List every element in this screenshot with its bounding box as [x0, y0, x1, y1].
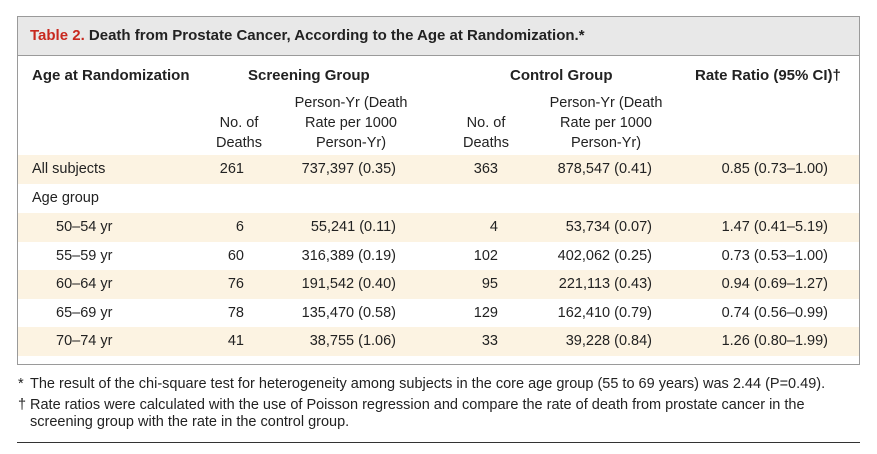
row-band [18, 270, 859, 299]
footnote-text: Rate ratios were calculated with the use… [30, 397, 805, 430]
row-label: 55–59 yr [56, 248, 113, 264]
cell-rate-ratio: 0.94 (0.69–1.27) [721, 276, 828, 292]
cell-rate-ratio: 0.85 (0.73–1.00) [721, 161, 828, 177]
header-screening: Screening Group [248, 67, 370, 84]
row-band [18, 155, 859, 184]
cell-screening-deaths: 261 [219, 161, 244, 177]
cell-control-deaths: 102 [473, 248, 498, 264]
subheader-line: No. of [219, 115, 259, 131]
cell-control-person-yr: 162,410 (0.79) [557, 305, 652, 321]
table-frame: Table 2. Death from Prostate Cancer, Acc… [17, 16, 860, 365]
cell-screening-person-yr: 38,755 (1.06) [309, 333, 396, 349]
bottom-rule [17, 442, 860, 443]
subheader-line: Deaths [216, 135, 262, 151]
cell-control-person-yr: 402,062 (0.25) [557, 248, 652, 264]
table-title: Table 2. Death from Prostate Cancer, Acc… [30, 27, 585, 44]
subheader-line: Rate per 1000 [305, 115, 397, 131]
row-label: 50–54 yr [56, 219, 113, 235]
row-label: All subjects [32, 161, 106, 177]
footnote-dagger: † Rate ratios were calculated with the us… [18, 397, 853, 431]
table-number: Table 2. [30, 27, 85, 44]
footnote-star: * The result of the chi-square test for h… [18, 376, 868, 393]
cell-screening-deaths: 78 [227, 305, 244, 321]
subheader-line: Rate per 1000 [560, 115, 652, 131]
cell-rate-ratio: 0.73 (0.53–1.00) [721, 248, 828, 264]
cell-screening-person-yr: 55,241 (0.11) [310, 219, 396, 235]
cell-control-person-yr: 878,547 (0.41) [557, 161, 652, 177]
cell-rate-ratio: 0.74 (0.56–0.99) [721, 305, 828, 321]
subheader-control-person-yr: Person-Yr (Death Rate per 1000 Person-Yr… [531, 93, 681, 153]
cell-screening-deaths: 60 [227, 248, 244, 264]
header-age: Age at Randomization [32, 67, 190, 84]
cell-screening-person-yr: 191,542 (0.40) [301, 276, 396, 292]
row-band [18, 213, 859, 242]
cell-screening-deaths: 6 [235, 219, 244, 235]
subheader-line: Person-Yr (Death [549, 95, 663, 111]
subheader-control-deaths: No. of Deaths [441, 113, 531, 153]
cell-rate-ratio: 1.47 (0.41–5.19) [721, 219, 828, 235]
subheader-screening-deaths: No. of Deaths [194, 113, 284, 153]
footnote-mark: † [18, 397, 27, 413]
cell-control-deaths: 129 [473, 305, 498, 321]
cell-screening-person-yr: 135,470 (0.58) [301, 305, 396, 321]
subheader-line: Person-Yr) [570, 135, 642, 151]
row-label: 60–64 yr [56, 276, 113, 292]
subheader-line: Deaths [463, 135, 509, 151]
row-band [18, 327, 859, 356]
footnote-text: The result of the chi-square test for he… [30, 376, 826, 392]
cell-screening-person-yr: 316,389 (0.19) [301, 248, 396, 264]
footnote-mark: * [18, 376, 24, 392]
cell-control-deaths: 363 [473, 161, 498, 177]
table-title-text: Death from Prostate Cancer, According to… [84, 27, 585, 44]
cell-control-person-yr: 39,228 (0.84) [565, 333, 652, 349]
subheader-line: Person-Yr) [315, 135, 387, 151]
cell-control-person-yr: 221,113 (0.43) [558, 276, 652, 292]
cell-screening-person-yr: 737,397 (0.35) [301, 161, 396, 177]
subheader-line: Person-Yr (Death [294, 95, 408, 111]
cell-screening-deaths: 41 [227, 333, 244, 349]
subheader-screening-person-yr: Person-Yr (Death Rate per 1000 Person-Yr… [276, 93, 426, 153]
cell-control-deaths: 95 [481, 276, 498, 292]
row-label: 70–74 yr [56, 333, 113, 349]
cell-control-deaths: 33 [481, 333, 498, 349]
cell-rate-ratio: 1.26 (0.80–1.99) [721, 333, 828, 349]
table-title-bar: Table 2. Death from Prostate Cancer, Acc… [18, 17, 859, 56]
cell-control-person-yr: 53,734 (0.07) [565, 219, 652, 235]
group-label: Age group [32, 190, 99, 206]
row-label: 65–69 yr [56, 305, 113, 321]
header-control: Control Group [510, 67, 613, 84]
cell-control-deaths: 4 [489, 219, 498, 235]
subheader-line: No. of [466, 115, 506, 131]
header-rate-ratio: Rate Ratio (95% CI)† [695, 67, 841, 84]
cell-screening-deaths: 76 [227, 276, 244, 292]
